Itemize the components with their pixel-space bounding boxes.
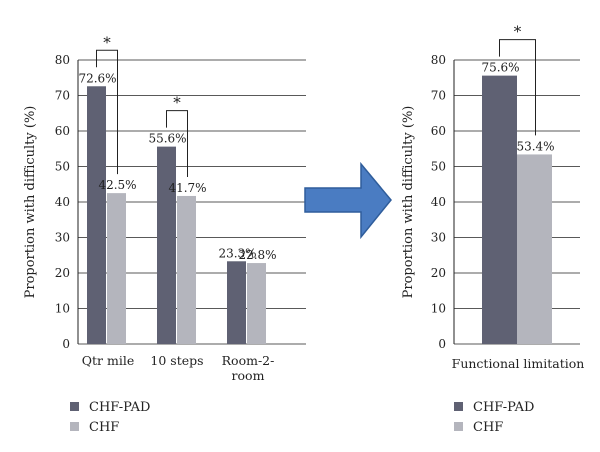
value-label: 41.7% [168,181,206,195]
bar-chf-pad [157,146,176,344]
significance-star: * [103,33,111,51]
right-chart: 0 10 20 30 40 50 60 70 80 Proportion with difficu… [401,23,584,435]
legend-label: CHF [473,420,503,435]
y-tick-label: 30 [55,231,70,245]
value-label: 53.4% [516,139,554,153]
value-label: 22.8% [238,248,276,262]
y-tick-label: 80 [55,53,70,67]
significance-star: * [173,94,181,112]
bar-chf-pad [227,261,246,344]
bar-chf-pad [482,75,517,345]
legend-swatch-chf [454,422,463,431]
y-tick-label: 60 [431,124,446,138]
y-tick-label: 50 [55,160,70,174]
arrow-shape [304,161,392,240]
y-tick-label: 50 [431,160,446,174]
bar-chf [517,154,552,344]
significance-bracket [166,110,188,177]
y-tick-label: 80 [431,53,446,67]
category-label: Room-2- [222,353,275,368]
y-tick-label: 10 [55,302,70,316]
category-label: Functional limitation [452,356,585,371]
y-tick-label: 20 [431,266,446,280]
bar-chf-pad [87,86,106,345]
y-tick-label: 20 [55,266,70,280]
y-tick-label: 70 [431,89,446,103]
value-label: 55.6% [148,132,186,146]
bar-chf [177,195,196,344]
significance-star: * [514,23,522,41]
y-tick-label: 40 [431,195,446,209]
left-chart: 0 10 20 30 40 50 60 70 80 Proportion with difficu… [23,33,306,435]
category-label: Qtr mile [82,353,134,368]
bar-chf [107,193,126,344]
right-arrow-icon [304,161,392,240]
y-tick-label: 0 [62,337,70,351]
value-label: 75.6% [481,61,519,75]
y-tick-label: 0 [438,337,446,351]
category-label: 10 steps [150,353,203,368]
legend-label: CHF-PAD [89,400,150,415]
legend-swatch-chf-pad [454,402,463,411]
value-label: 23.3% [218,246,256,260]
legend-swatch-chf [70,422,79,431]
legend-label: CHF [89,420,119,435]
y-tick-label: 30 [431,231,446,245]
significance-bracket [499,39,536,136]
value-label: 42.5% [98,178,136,192]
significance-bracket [96,49,118,175]
category-label: room [232,368,265,383]
y-axis-label: Proportion with difficulty (%) [23,106,38,299]
y-tick-label: 10 [431,302,446,316]
y-tick-label: 40 [55,195,70,209]
y-axis-label: Proportion with difficulty (%) [401,106,416,299]
y-tick-label: 70 [55,89,70,103]
value-label: 72.6% [78,71,116,85]
bar-chf [247,263,266,344]
legend-label: CHF-PAD [473,400,534,415]
y-tick-label: 60 [55,124,70,138]
legend-swatch-chf-pad [70,402,79,411]
